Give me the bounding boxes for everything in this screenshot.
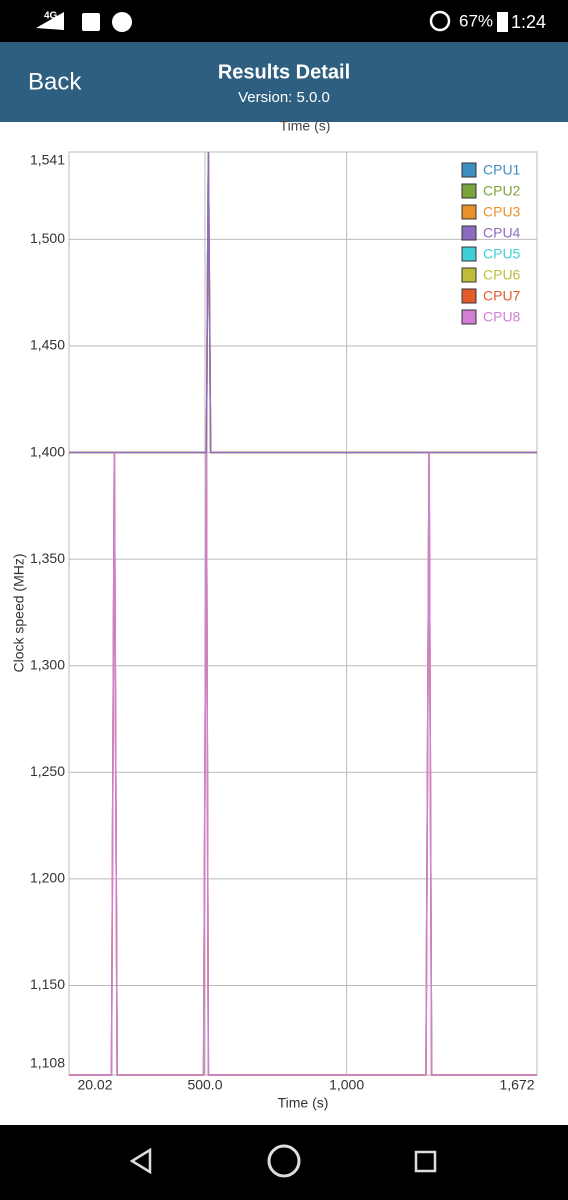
legend-label: CPU7 [483,288,521,304]
legend-swatch [461,309,477,325]
header-title: Results Detail [218,61,350,83]
signal-icon [36,12,64,30]
legend-swatch [461,183,477,199]
y-tick-label: 1,200 [30,870,65,886]
legend-label: CPU1 [483,162,521,178]
nav-bar [0,1125,568,1200]
legend-swatch [461,162,477,178]
hotspot-icon [429,10,451,32]
legend-label: CPU4 [483,225,521,241]
legend-label: CPU5 [483,246,521,262]
x-tick-label: 1,672 [499,1077,534,1093]
y-tick-label: 1,300 [30,656,65,672]
app-icon [112,12,132,32]
x-tick-label: 1,000 [329,1077,364,1093]
x-axis-label: Time (s) [278,1095,329,1111]
back-button[interactable]: Back [28,68,82,95]
y-tick-label: 1,450 [30,337,65,353]
legend-label: CPU3 [483,204,521,220]
header-subtitle: Version: 5.0.0 [238,89,330,106]
y-axis-label: Clock speed (MHz) [11,553,27,672]
series-line [69,452,537,1076]
y-tick-label: 1,350 [30,550,65,566]
legend-label: CPU8 [483,309,521,325]
chart: Clock speed (MHz) Time (s) 1,108 1,150 1,2… [11,151,538,1111]
y-tick-label: 1,500 [30,230,65,246]
nav-home[interactable] [267,1144,301,1178]
legend-swatch [461,267,477,283]
battery: 67% [459,11,493,30]
y-tick-label: 1,541 [30,152,65,168]
clock: 1:24 [511,12,546,32]
nav-recents[interactable] [414,1150,437,1173]
y-tick-label: 1,150 [30,976,65,992]
legend-swatch [461,246,477,262]
y-tick-label: 1,400 [30,443,65,459]
legend-swatch [461,225,477,241]
image-icon [82,13,100,31]
legend-label: CPU6 [483,267,521,283]
legend-label: CPU2 [483,183,521,199]
battery-icon [497,12,508,32]
x-tick-label: 20.02 [77,1077,112,1093]
legend-swatch [461,288,477,304]
network: 4G [44,11,58,22]
legend-swatch [461,204,477,220]
y-tick-label: 1,250 [30,763,65,779]
x-tick-label: 500.0 [187,1077,222,1093]
nav-back[interactable] [129,1147,152,1175]
y-tick-label: 1,108 [30,1055,65,1071]
previous-chart-label: Time (s) [280,118,331,134]
app-header [0,42,568,122]
